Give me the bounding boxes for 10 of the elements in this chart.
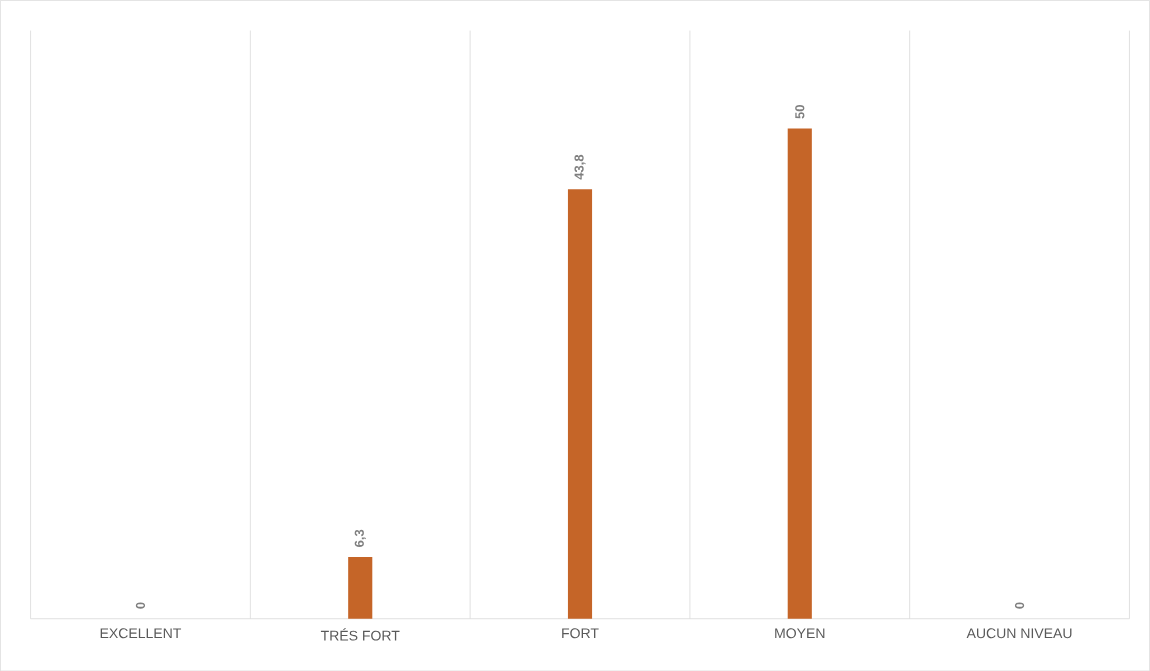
- x-tick-label: MOYEN: [775, 628, 825, 639]
- data-label: 0: [1014, 602, 1025, 609]
- x-tick-label: TRÉS FORT: [320, 628, 400, 641]
- data-label: 50: [795, 104, 805, 119]
- data-label: 6,3: [354, 529, 366, 547]
- data-label: 43,8: [574, 154, 586, 180]
- x-tick-label: AUCUN NIVEAU: [966, 628, 1072, 639]
- data-label: 0: [135, 602, 146, 609]
- x-tick-label: FORT: [562, 628, 599, 639]
- x-tick-label: EXCELLENT: [100, 628, 182, 639]
